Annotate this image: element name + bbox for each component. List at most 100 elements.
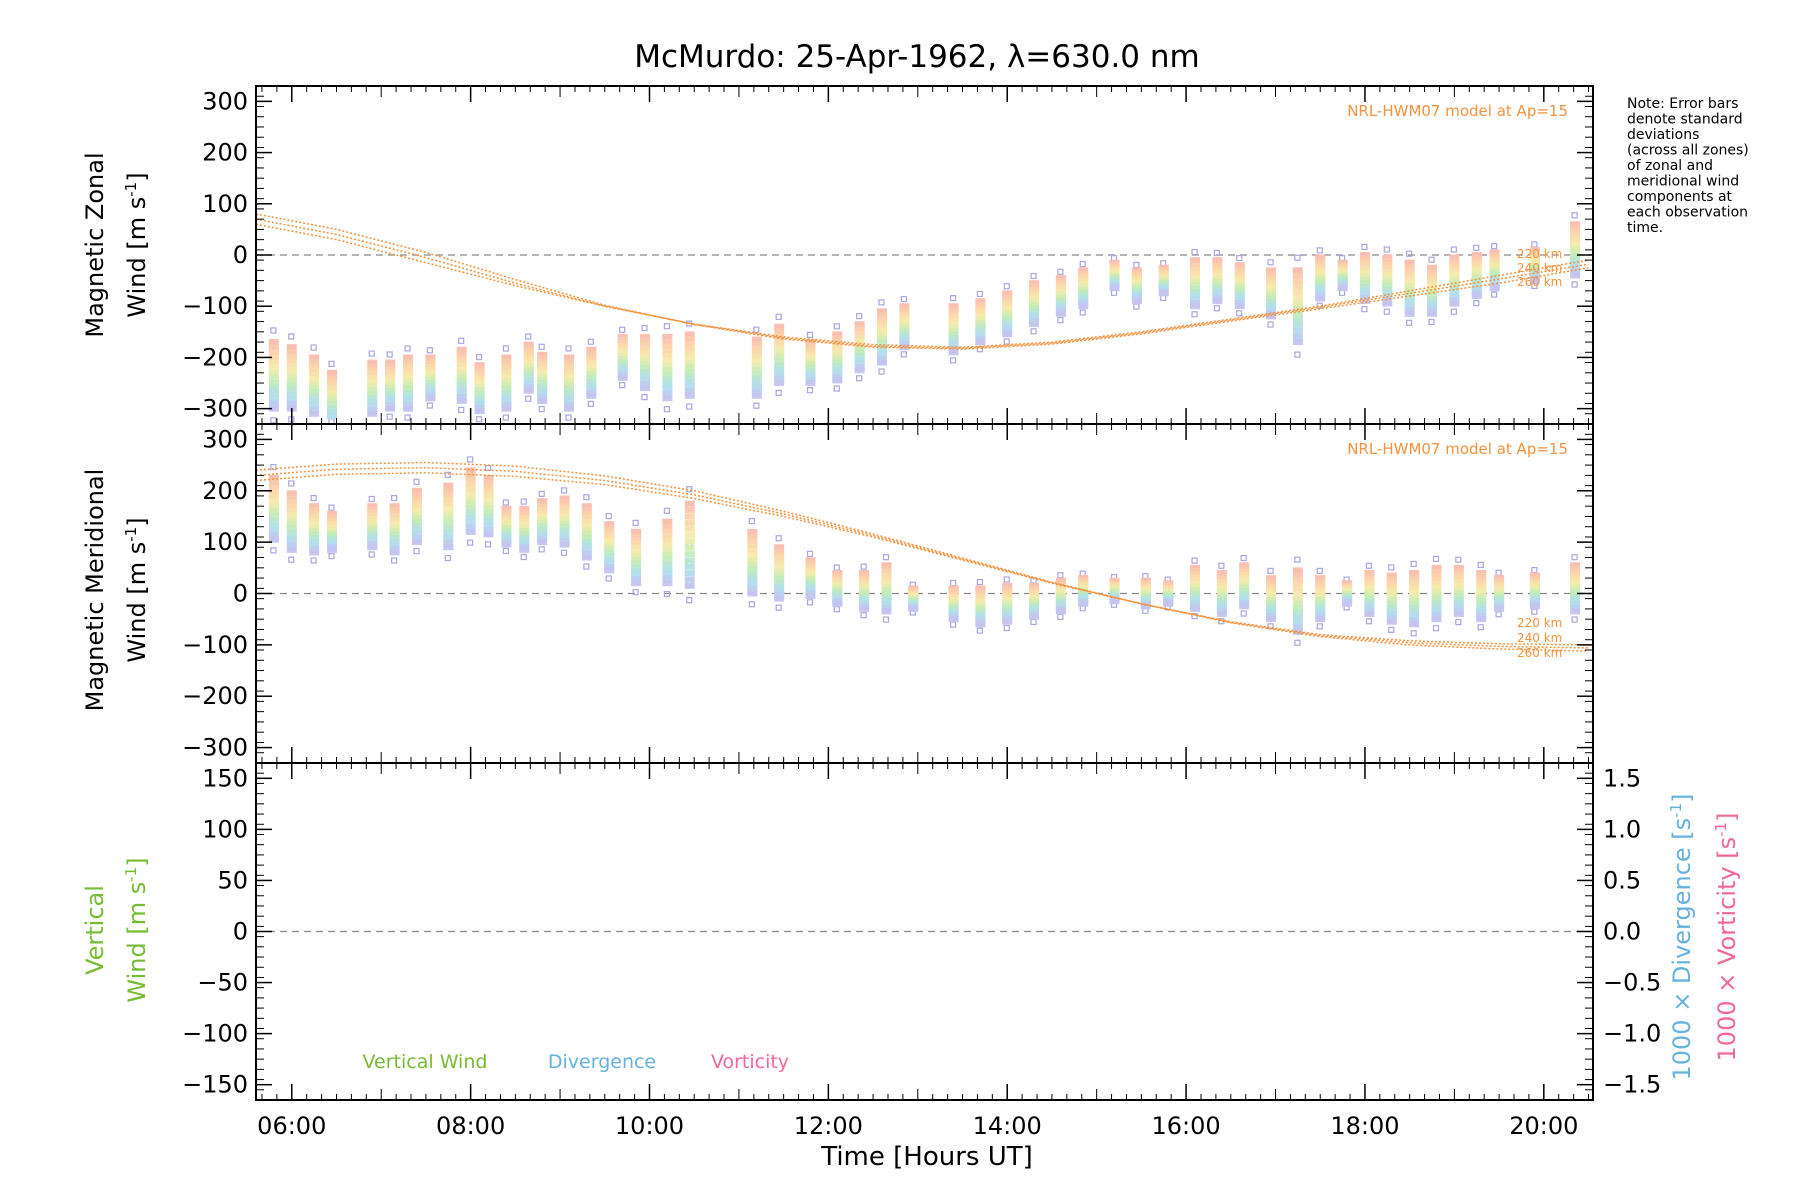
meridional-ytick-label: 0 [233, 580, 248, 608]
zonal-zone-point [975, 320, 986, 327]
meridional-zone-point [411, 523, 422, 530]
zonal-zone-point [1292, 317, 1303, 323]
meridional-zone-point [483, 501, 494, 508]
meridional-zone-point [631, 544, 642, 551]
meridional-zone-point [465, 490, 476, 497]
zonal-observation [309, 344, 320, 417]
zonal-zone-point [1449, 290, 1460, 297]
meridional-zone-point [631, 560, 642, 567]
meridional-zone-point [389, 549, 400, 556]
zonal-zone-point [286, 372, 297, 379]
meridional-zone-point [1386, 579, 1397, 586]
zonal-zone-point [367, 395, 378, 401]
meridional-zone-point [483, 522, 494, 529]
zonal-zone-point [1029, 280, 1040, 287]
zonal-error-point [686, 403, 693, 410]
meridional-zone-point [443, 487, 454, 494]
zonal-zone-point [456, 394, 467, 401]
meridional-zone-point [1109, 598, 1120, 605]
right-ytick-label: −1.5 [1603, 1071, 1661, 1099]
zonal-zone-point [1359, 255, 1370, 262]
zonal-zone-point [640, 373, 651, 380]
meridional-zone-point [1453, 571, 1464, 578]
meridional-zone-point [519, 531, 530, 538]
meridional-zone-point [1078, 600, 1089, 607]
meridional-zone-point [1431, 600, 1442, 607]
meridional-zone-point [1386, 593, 1397, 600]
zonal-zone-point [1212, 260, 1223, 267]
zonal-zone-point [1002, 321, 1013, 328]
vertical-ytick-label: −50 [197, 969, 248, 997]
zonal-zone-point [1427, 289, 1438, 296]
zonal-zone-point [1212, 298, 1223, 305]
zonal-zone-point [327, 381, 338, 388]
zonal-error-point [426, 347, 433, 354]
meridional-zone-point [581, 507, 592, 514]
meridional-zone-point [684, 525, 695, 532]
meridional-zone-point [1386, 600, 1397, 607]
zonal-zone-point [1266, 313, 1277, 320]
zonal-error-point [368, 350, 375, 357]
zonal-zone-point [684, 345, 695, 352]
zonal-observation [403, 345, 414, 421]
zonal-zone-point [975, 332, 986, 339]
meridional-zone-point [1409, 593, 1420, 600]
zonal-zone-point [854, 321, 865, 328]
chart-title: McMurdo: 25-Apr-1962, λ=630.0 nm [634, 39, 1199, 75]
meridional-zone-point [1476, 605, 1487, 612]
zonal-observation [774, 313, 785, 396]
zonal-zone-point [1212, 285, 1223, 292]
zonal-observation [805, 331, 816, 394]
zonal-ytick-label: −300 [182, 395, 248, 423]
zonal-observation [854, 312, 865, 382]
meridional-zone-point [1266, 581, 1277, 588]
zonal-error-point [1450, 308, 1457, 315]
meridional-zone-point [1266, 575, 1277, 582]
meridional-zone-point [684, 506, 695, 513]
zonal-observation [1489, 243, 1500, 298]
zonal-zone-point [948, 335, 959, 342]
zonal-observation [537, 343, 548, 413]
zonal-zone-point [662, 385, 673, 392]
meridional-zone-point [581, 518, 592, 525]
meridional-error-point [1432, 555, 1440, 562]
zonal-ytitle-line2: Wind [m s-1] [122, 172, 151, 317]
zonal-zone-point [425, 354, 436, 361]
meridional-zone-point [662, 561, 673, 568]
meridional-error-point [833, 564, 840, 571]
zonal-zone-point [474, 383, 485, 390]
zonal-zone-point [640, 365, 651, 372]
zonal-zone-point [327, 373, 338, 380]
vertical-ytick-label: 50 [217, 866, 248, 894]
zonal-zone-point [1570, 260, 1581, 267]
zonal-zone-point [617, 374, 628, 381]
meridional-zone-point [286, 499, 297, 506]
meridional-zone-point [367, 506, 378, 513]
zonal-zone-point [403, 374, 414, 381]
zonal-zone-point [385, 395, 396, 401]
zonal-error-point [1133, 303, 1140, 310]
zonal-zone-point [1212, 269, 1223, 276]
meridional-zone-point [367, 515, 378, 522]
zonal-zone-point [1190, 289, 1201, 296]
zonal-zone-point [1266, 306, 1277, 313]
meridional-error-point [1030, 618, 1037, 626]
meridional-zone-point [465, 495, 476, 502]
zonal-zone-point [662, 376, 673, 383]
vertical-ytick-label: 100 [202, 815, 248, 843]
meridional-zone-point [1386, 572, 1397, 579]
meridional-observation [1494, 569, 1505, 618]
meridional-zone-point [1239, 571, 1250, 578]
meridional-zone-point [268, 474, 279, 481]
zonal-zone-point [564, 385, 575, 392]
zonal-zone-point [1404, 275, 1415, 282]
zonal-zone-point [367, 363, 378, 370]
zonal-zone-point [975, 304, 986, 311]
zonal-observation [1382, 246, 1393, 315]
meridional-model-line-260km [255, 461, 1589, 652]
zonal-zone-point [425, 376, 436, 383]
x-tick-label: 10:00 [615, 1112, 684, 1140]
meridional-zone-point [286, 529, 297, 536]
meridional-zone-point [1239, 568, 1250, 575]
zonal-zone-point [948, 306, 959, 313]
